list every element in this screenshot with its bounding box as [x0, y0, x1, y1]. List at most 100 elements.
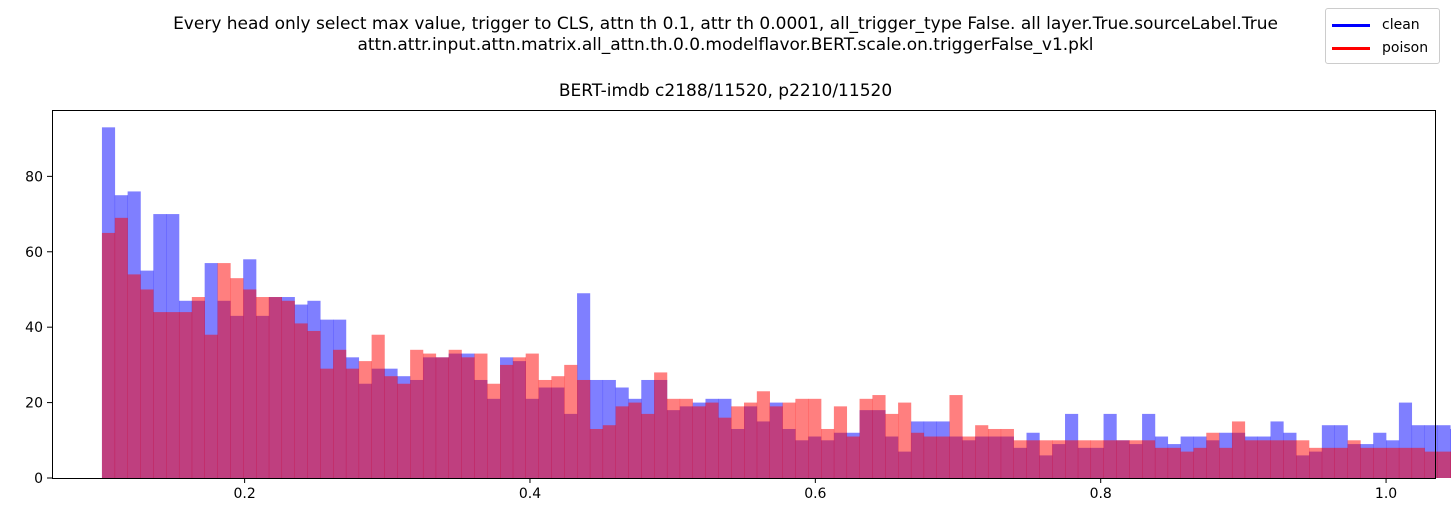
bar-poison — [500, 364, 514, 478]
bar-poison — [769, 406, 783, 478]
legend-item-clean: clean — [1332, 15, 1420, 35]
bar-poison — [1321, 447, 1335, 478]
bar-poison — [1424, 451, 1438, 478]
bar-poison — [1167, 447, 1181, 478]
bar-poison — [1231, 421, 1246, 478]
bar-poison — [859, 398, 873, 478]
bar-poison — [1142, 440, 1156, 478]
legend-label-clean: clean — [1382, 17, 1420, 33]
bar-poison — [1257, 440, 1271, 478]
bar-poison — [1193, 447, 1207, 478]
bar-poison — [782, 402, 796, 478]
bar-poison — [217, 263, 231, 478]
bar-poison — [140, 289, 154, 478]
bar-poison — [949, 395, 963, 478]
y-axis-ticks: 0 20 40 60 80 — [25, 169, 52, 487]
bar-poison — [1116, 440, 1130, 478]
bar-poison — [333, 349, 347, 478]
bar-poison — [243, 289, 257, 478]
bar-poison — [512, 357, 526, 478]
bar-poison — [1398, 447, 1413, 478]
x-tick-label: 0.6 — [804, 486, 826, 502]
bar-poison — [962, 436, 976, 478]
bar-poison — [756, 391, 770, 478]
bar-poison — [384, 376, 398, 478]
x-tick-label: 0.8 — [1090, 486, 1112, 502]
bar-poison — [872, 395, 886, 478]
bar-poison — [795, 398, 809, 478]
bar-poison — [628, 402, 642, 478]
bar-poison — [1244, 440, 1258, 478]
bar-poison — [1437, 451, 1451, 478]
bar-poison — [474, 353, 488, 478]
bar-poison — [448, 349, 462, 478]
bar-poison — [808, 398, 822, 478]
bar-poison — [153, 312, 167, 478]
bar-poison — [371, 334, 385, 478]
bar-poison — [1411, 447, 1425, 478]
bar-poison — [1373, 447, 1387, 478]
axes-frame — [52, 110, 1436, 479]
bar-poison — [1090, 440, 1104, 478]
bar-poison — [1065, 440, 1079, 478]
bars-poison-series — [101, 217, 1451, 478]
bar-poison — [422, 353, 437, 478]
bar-poison — [114, 217, 128, 478]
figure-suptitle: Every head only select max value, trigge… — [0, 14, 1451, 56]
bar-poison — [320, 368, 334, 478]
bar-poison — [551, 376, 565, 478]
bar-poison — [936, 436, 950, 478]
y-tick-label: 60 — [25, 245, 43, 261]
bar-poison — [268, 297, 283, 478]
bar-poison — [923, 436, 937, 478]
x-tick-label: 0.2 — [233, 486, 255, 502]
bar-poison — [256, 297, 270, 478]
bar-poison — [589, 428, 604, 478]
bar-poison — [1283, 440, 1297, 478]
bar-poison — [898, 402, 912, 478]
bar-poison — [885, 413, 899, 478]
bar-poison — [1309, 447, 1323, 478]
bar-poison — [1360, 447, 1374, 478]
y-tick-label: 20 — [25, 396, 43, 412]
bar-poison — [230, 278, 244, 478]
bar-poison — [101, 232, 116, 478]
bar-poison — [178, 312, 193, 478]
bar-poison — [294, 323, 308, 478]
bar-poison — [705, 402, 719, 478]
bar-poison — [744, 402, 758, 478]
y-tick-label: 0 — [34, 471, 43, 487]
bar-poison — [1103, 440, 1117, 478]
bar-poison — [358, 361, 372, 478]
bar-poison — [602, 425, 616, 478]
bar-poison — [525, 353, 539, 478]
bar-poison — [577, 379, 591, 478]
bar-poison — [1206, 432, 1220, 478]
bar-poison — [397, 383, 411, 478]
y-tick-label: 80 — [25, 169, 43, 185]
bar-poison — [1180, 451, 1194, 478]
bar-poison — [833, 406, 848, 478]
bar-poison — [345, 368, 360, 478]
bar-poison — [487, 383, 501, 478]
bar-poison — [1129, 440, 1143, 478]
bar-poison — [718, 417, 732, 478]
bar-poison — [641, 413, 655, 478]
bar-poison — [654, 372, 668, 478]
bar-poison — [1270, 440, 1284, 478]
bar-poison — [461, 357, 475, 478]
x-axis-ticks: 0.2 0.4 0.6 0.8 1.0 — [233, 478, 1397, 502]
bar-poison — [1386, 447, 1400, 478]
bar-poison — [821, 428, 835, 478]
bar-poison — [166, 312, 180, 478]
bar-poison — [666, 398, 681, 478]
bar-poison — [564, 364, 578, 478]
bar-poison — [127, 274, 141, 478]
y-tick-label: 40 — [25, 320, 43, 336]
axes-title: BERT-imdb c2188/11520, p2210/11520 — [558, 81, 893, 101]
bar-poison — [1077, 440, 1092, 478]
bar-poison — [435, 357, 449, 478]
bar-poison — [1026, 440, 1040, 478]
bar-poison — [846, 436, 860, 478]
bar-poison — [975, 425, 989, 478]
